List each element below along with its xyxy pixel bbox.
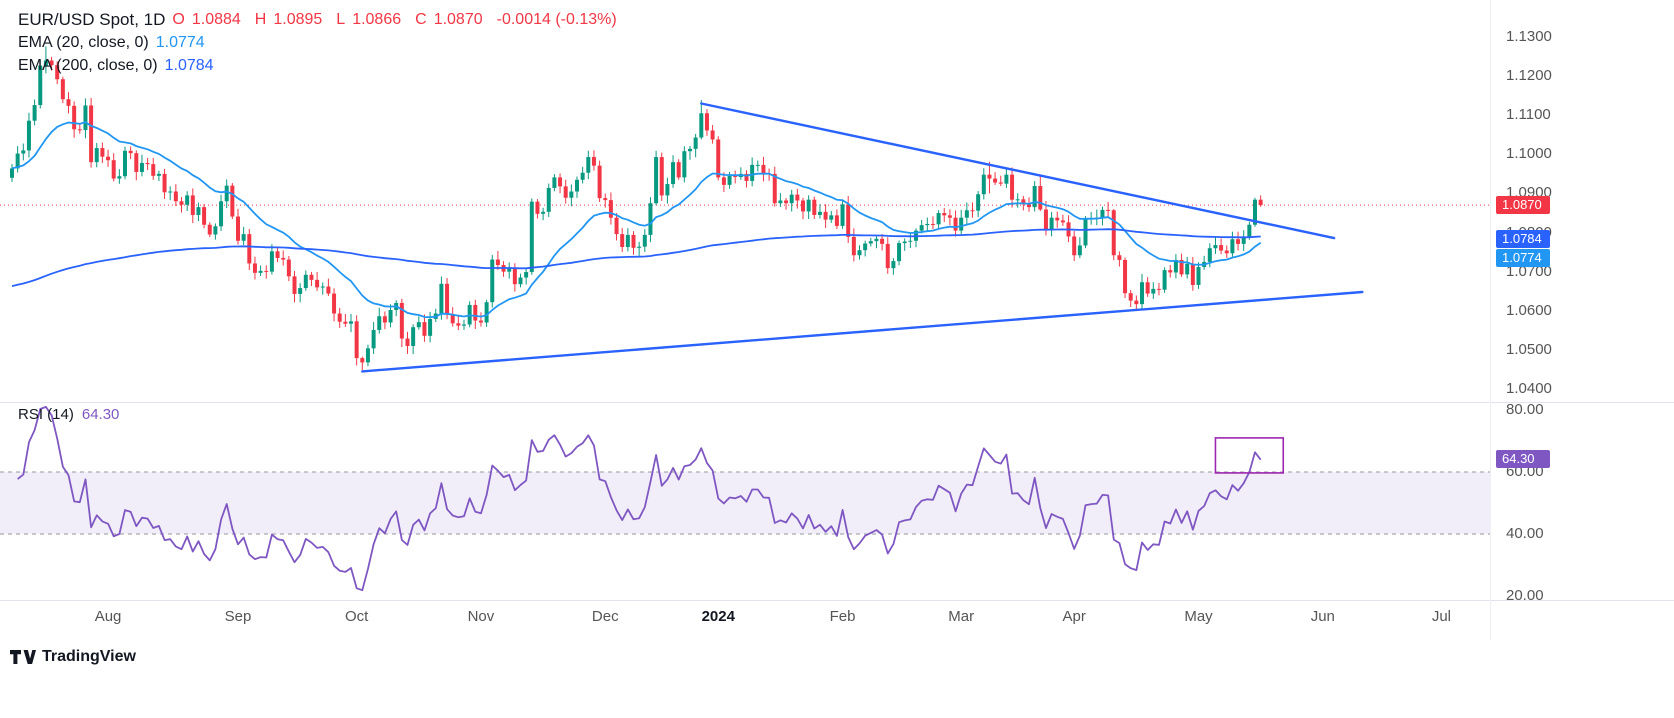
price-axis-label: 1.1300 (1506, 28, 1552, 45)
chart-canvas[interactable] (0, 0, 1490, 640)
price-axis-label: 1.1000 (1506, 145, 1552, 163)
ema20-price-tag: 1.0774 (1496, 248, 1550, 267)
pane-divider[interactable] (0, 402, 1674, 403)
legend: EUR/USD Spot, 1D O 1.0884 H 1.0895 L 1.0866… (18, 8, 624, 77)
ema20-legend-row[interactable]: EMA (20, close, 0) 1.0774 (18, 31, 624, 54)
ema200-line[interactable] (11, 228, 1261, 287)
time-axis-label-Aug: Aug (94, 608, 122, 625)
rsi-legend-row[interactable]: RSI (14) 64.30 (18, 406, 119, 423)
last-price-tag: 1.0870 (1496, 196, 1550, 215)
ema20-value: 1.0774 (155, 33, 205, 51)
rsi-value-tag: 64.30 (1496, 449, 1550, 468)
low-value: L 1.0866 (336, 10, 402, 28)
price-axis-label: 1.1100 (1506, 106, 1551, 124)
rsi-highlight-box[interactable] (1214, 437, 1285, 474)
tradingview-logo-icon (10, 649, 36, 664)
time-axis-label-Jul: Jul (1431, 608, 1452, 625)
time-axis-label-Mar: Mar (948, 608, 975, 625)
ema20-label: EMA (20, close, 0) (18, 33, 149, 51)
time-axis-label-Sep: Sep (224, 608, 252, 625)
rsi-label: RSI (14) (18, 406, 74, 423)
symbol-title[interactable]: EUR/USD Spot, 1D (18, 9, 166, 29)
price-axis-label: 1.0500 (1506, 340, 1552, 358)
price-axis[interactable]: 1.13001.12001.11001.10001.09001.08001.07… (1490, 0, 1674, 640)
tradingview-brand[interactable]: TradingView (10, 648, 136, 666)
price-axis-label: 1.0600 (1506, 301, 1552, 319)
open-value: O 1.0884 (172, 10, 241, 28)
ema200-price-tag: 1.0784 (1496, 229, 1550, 248)
rsi-value: 64.30 (81, 406, 120, 423)
time-axis-label-Dec: Dec (591, 608, 619, 625)
symbol-legend-row[interactable]: EUR/USD Spot, 1D O 1.0884 H 1.0895 L 1.0866… (18, 8, 624, 31)
time-axis-label-Oct: Oct (344, 608, 369, 625)
price-axis-label: 1.0400 (1506, 380, 1552, 397)
rsi-axis-label: 20.00 (1506, 587, 1544, 604)
rsi-axis-label: 40.00 (1506, 525, 1544, 542)
brand-text: TradingView (42, 648, 136, 665)
time-axis[interactable]: Aug Sep Oct Nov Dec 2024 Feb Mar Apr May Jun Jul (0, 600, 1490, 640)
rsi-band (0, 472, 1490, 534)
rsi-axis-label: 80.00 (1506, 401, 1544, 418)
time-axis-label-Jun: Jun (1310, 608, 1335, 625)
change-value: -0.0014 (-0.13%) (496, 10, 617, 28)
ema20-line[interactable] (11, 121, 1262, 319)
rsi-line[interactable] (17, 405, 1262, 592)
price-axis-label: 1.0700 (1506, 262, 1552, 280)
ascending-trendline[interactable] (361, 290, 1364, 373)
axis-divider[interactable] (0, 600, 1674, 601)
footer: TradingView (0, 640, 1674, 718)
ema200-label: EMA (200, close, 0) (18, 56, 158, 74)
descending-trendline[interactable] (700, 102, 1336, 240)
time-axis-label-May: May (1184, 608, 1213, 625)
time-axis-label-Feb: Feb (829, 608, 856, 625)
time-axis-label-2024: 2024 (701, 608, 735, 625)
ema200-legend-row[interactable]: EMA (200, close, 0) 1.0784 (18, 54, 624, 77)
ema200-value: 1.0784 (164, 56, 214, 74)
close-value: C 1.0870 (415, 10, 483, 28)
time-axis-label-Apr: Apr (1062, 608, 1086, 625)
time-axis-label-Nov: Nov (467, 608, 495, 625)
high-value: H 1.0895 (254, 10, 323, 28)
price-axis-label: 1.1200 (1506, 67, 1552, 85)
candlestick-series (10, 46, 1263, 371)
